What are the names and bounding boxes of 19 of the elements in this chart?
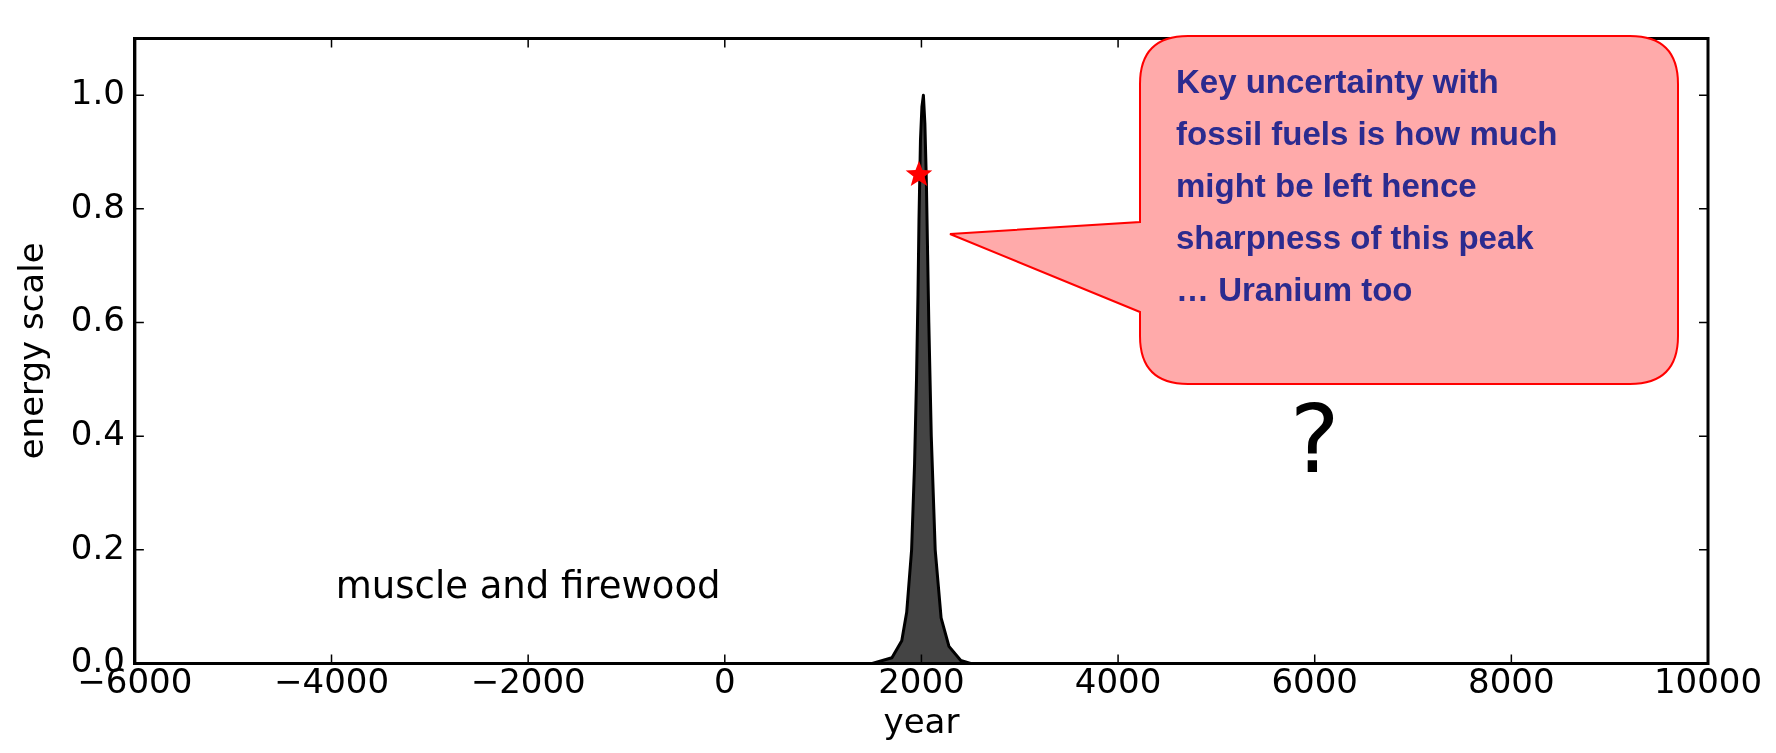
x-axis-title: year [883, 701, 960, 742]
x-tick-label: 10000 [1653, 660, 1763, 701]
y-axis-title: energy scale [11, 242, 52, 460]
x-tick-label: 0 [713, 660, 736, 701]
annotation: Key uncertainty with fossil fuels is how much might be left hence sharpness of this peak … Uranium too [1176, 62, 1559, 310]
annotation: muscle and firewood [335, 564, 721, 608]
x-tick-label: −4000 [274, 660, 390, 701]
x-tick-label: 4000 [1074, 660, 1162, 701]
x-tick-label: 2000 [878, 660, 965, 701]
x-tick-label: 6000 [1271, 660, 1358, 701]
y-tick-label: 1.0 [70, 72, 125, 113]
speech-bubble: Key uncertainty with fossil fuels is how much might be left hence sharpness of this peak … Uranium too [948, 34, 1680, 386]
y-tick-label: 0.6 [70, 299, 125, 340]
x-tick-label: −2000 [470, 660, 586, 701]
y-tick-label: 0.8 [70, 185, 125, 226]
y-tick-label: 0.4 [70, 412, 125, 453]
annotation: ? [1289, 385, 1340, 495]
x-tick-label: 8000 [1468, 660, 1555, 701]
y-tick-label: 0.2 [70, 526, 125, 567]
